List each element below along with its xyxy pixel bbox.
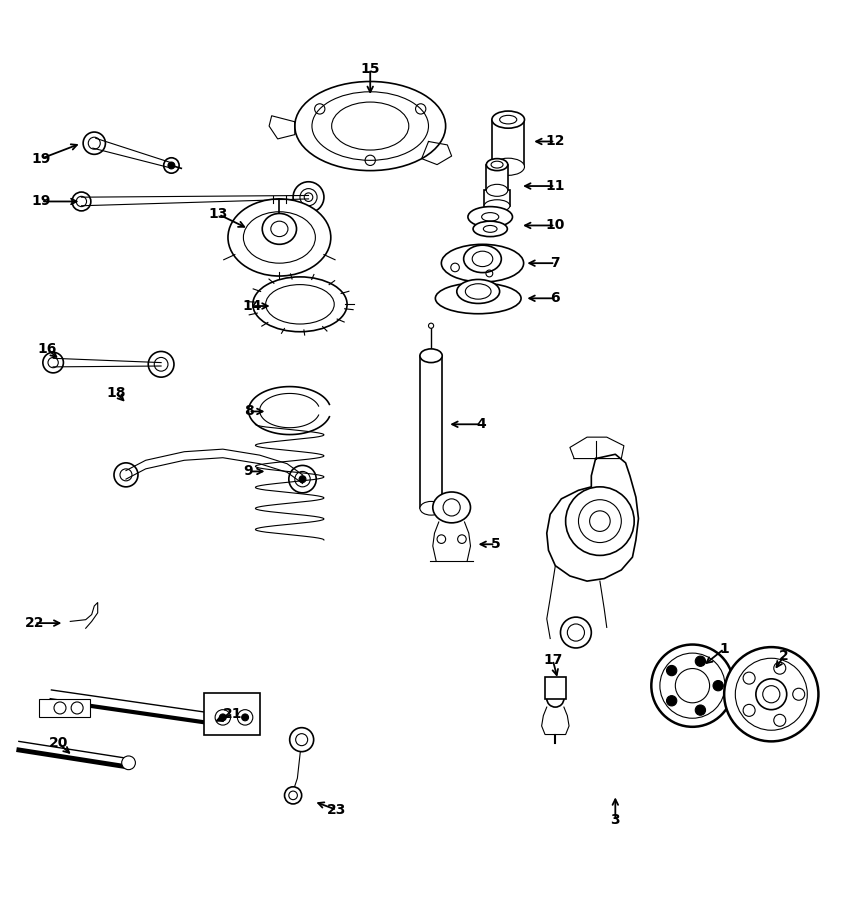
Circle shape	[667, 696, 677, 706]
Circle shape	[743, 672, 755, 684]
Circle shape	[713, 680, 723, 691]
Text: 13: 13	[209, 207, 228, 221]
Circle shape	[667, 665, 677, 676]
Text: 23: 23	[327, 803, 346, 817]
Text: 12: 12	[546, 134, 565, 148]
Ellipse shape	[253, 277, 347, 332]
Text: 21: 21	[224, 707, 243, 721]
Circle shape	[54, 702, 66, 714]
Circle shape	[774, 662, 786, 674]
Text: 4: 4	[476, 418, 487, 431]
Circle shape	[695, 705, 705, 716]
Text: 10: 10	[546, 219, 565, 232]
Ellipse shape	[420, 349, 442, 363]
Circle shape	[560, 617, 591, 648]
Circle shape	[219, 714, 226, 721]
Bar	[545, 677, 566, 698]
Circle shape	[774, 715, 786, 726]
Bar	[492, 120, 524, 166]
Ellipse shape	[492, 158, 524, 176]
Circle shape	[299, 476, 306, 482]
Text: 17: 17	[543, 653, 562, 667]
Text: 7: 7	[550, 256, 560, 270]
Ellipse shape	[441, 244, 524, 282]
Circle shape	[122, 756, 135, 770]
Circle shape	[743, 705, 755, 716]
Circle shape	[756, 679, 787, 710]
Text: 6: 6	[550, 292, 560, 305]
Text: 16: 16	[38, 342, 57, 356]
Bar	[39, 698, 90, 717]
Circle shape	[215, 710, 231, 725]
Ellipse shape	[420, 501, 442, 515]
Ellipse shape	[468, 207, 512, 227]
Bar	[487, 165, 507, 190]
Circle shape	[566, 487, 634, 555]
Text: 11: 11	[546, 179, 565, 193]
Text: 14: 14	[243, 299, 261, 313]
Ellipse shape	[484, 200, 510, 212]
Circle shape	[695, 656, 705, 666]
Circle shape	[71, 702, 83, 714]
Circle shape	[547, 690, 564, 707]
Ellipse shape	[464, 245, 501, 273]
Circle shape	[285, 787, 302, 804]
Text: 3: 3	[610, 814, 620, 827]
Bar	[484, 190, 510, 206]
Bar	[420, 356, 442, 508]
Circle shape	[651, 644, 734, 727]
Ellipse shape	[486, 158, 507, 171]
Circle shape	[290, 728, 314, 752]
Ellipse shape	[435, 283, 521, 314]
Text: 15: 15	[361, 61, 380, 76]
Text: 22: 22	[25, 616, 44, 630]
Text: 19: 19	[32, 194, 51, 209]
Ellipse shape	[433, 492, 470, 523]
Ellipse shape	[228, 199, 331, 276]
Ellipse shape	[295, 82, 446, 171]
Text: 20: 20	[49, 736, 68, 750]
Text: 5: 5	[490, 537, 500, 552]
Circle shape	[428, 323, 434, 328]
Circle shape	[724, 647, 818, 742]
Circle shape	[237, 710, 253, 725]
Ellipse shape	[492, 111, 524, 128]
Circle shape	[242, 714, 249, 721]
Ellipse shape	[473, 221, 507, 237]
Text: 2: 2	[779, 649, 789, 662]
Ellipse shape	[486, 184, 507, 196]
Text: 18: 18	[106, 385, 125, 400]
Bar	[204, 693, 260, 734]
Circle shape	[793, 688, 805, 700]
Ellipse shape	[457, 280, 500, 303]
Text: 8: 8	[243, 404, 254, 419]
Text: 19: 19	[32, 151, 51, 166]
Text: 9: 9	[243, 464, 254, 479]
Circle shape	[168, 162, 175, 169]
Text: 1: 1	[719, 642, 729, 656]
Ellipse shape	[262, 213, 297, 244]
Circle shape	[443, 499, 460, 516]
